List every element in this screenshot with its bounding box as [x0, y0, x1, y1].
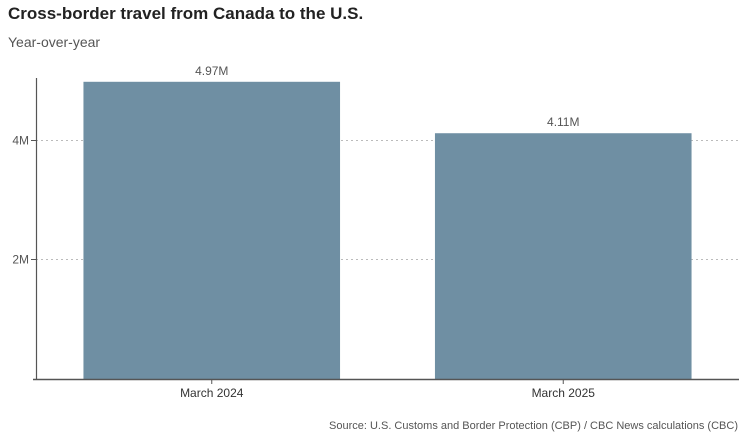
bars [83, 81, 692, 379]
bar [434, 133, 692, 379]
data-label: 4.11M [547, 115, 579, 129]
bar-chart: 2M 4M 4.97M March 2024 4.11M March 2025 [12, 64, 739, 400]
chart-subtitle: Year-over-year [8, 34, 101, 50]
axes [31, 78, 739, 384]
x-tick-label: March 2024 [180, 386, 244, 400]
labels: 2M 4M 4.97M March 2024 4.11M March 2025 [12, 64, 595, 400]
chart-title: Cross-border travel from Canada to the U… [8, 4, 364, 23]
x-tick-label: March 2025 [532, 386, 596, 400]
y-tick-label: 4M [12, 134, 29, 148]
data-label: 4.97M [195, 64, 228, 78]
bar [83, 81, 341, 379]
chart-source: Source: U.S. Customs and Border Protecti… [329, 420, 738, 432]
y-tick-label: 2M [12, 253, 29, 267]
